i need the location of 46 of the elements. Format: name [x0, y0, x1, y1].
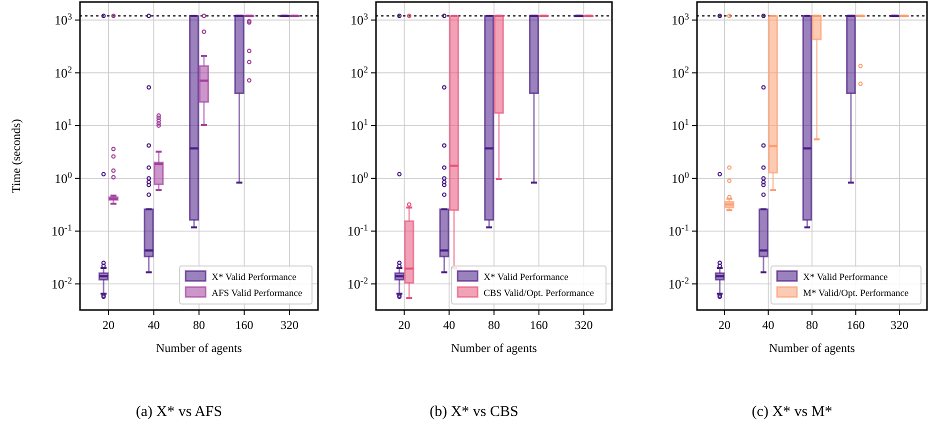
x-axis-title: Number of agents — [156, 341, 242, 355]
x-tick-label: 320 — [574, 318, 593, 332]
y-axis-title: Time (seconds) — [9, 119, 23, 193]
legend-label: M* Valid/Opt. Performance — [803, 289, 909, 299]
y-tick-label: 10$^{-2}$ — [668, 275, 690, 292]
y-tick-label: 10$^{-1}$ — [668, 222, 689, 239]
y-tick-label: 10$^{3}$ — [54, 12, 72, 28]
text: (b) X* vs CBS — [430, 404, 518, 420]
x-axis-title: Number of agents — [451, 341, 538, 355]
legend-label: X* Valid Performance — [484, 273, 568, 283]
x-axis-title: Number of agents — [769, 341, 856, 355]
y-tick-label: 10$^{1}$ — [54, 117, 72, 134]
x-tick-label: 160 — [235, 318, 254, 332]
text: (a) X* vs AFS — [136, 404, 222, 420]
x-tick-label: 320 — [280, 318, 298, 332]
x-tick-label: 20 — [102, 318, 115, 332]
y-tick-label: 10$^{-2}$ — [51, 275, 72, 292]
y-tick-label: 10$^{1}$ — [671, 117, 689, 134]
x-tick-label: 160 — [530, 318, 548, 332]
y-tick-label: 10$^{3}$ — [350, 12, 368, 28]
x-tick-label: 80 — [193, 318, 205, 332]
x-tick-label: 40 — [443, 318, 456, 332]
y-tick-label: 10$^{1}$ — [350, 117, 368, 134]
x-tick-label: 80 — [806, 318, 818, 332]
y-tick-label: 10$^{2}$ — [671, 64, 690, 80]
text: (c) X* vs M* — [752, 404, 832, 420]
legend-label: X* Valid Performance — [803, 273, 888, 283]
x-tick-label: 20 — [718, 318, 731, 332]
y-tick-label: 10$^{-1}$ — [51, 222, 72, 239]
legend-label: X* Valid Performance — [212, 273, 296, 283]
y-tick-label: 10$^{0}$ — [54, 170, 72, 186]
y-tick-label: 10$^{2}$ — [350, 64, 368, 80]
x-tick-label: 20 — [398, 318, 410, 332]
y-tick-label: 10$^{-1}$ — [347, 222, 368, 239]
x-tick-label: 80 — [488, 318, 500, 332]
y-tick-label: 10$^{3}$ — [671, 12, 690, 28]
x-tick-label: 320 — [890, 318, 908, 332]
x-tick-label: 160 — [846, 318, 865, 332]
y-tick-label: 10$^{0}$ — [350, 170, 368, 186]
legend-label: AFS Valid Performance — [212, 289, 302, 299]
y-tick-label: 10$^{-2}$ — [347, 275, 368, 292]
legend-label: CBS Valid/Opt. Performance — [484, 289, 594, 299]
x-tick-label: 40 — [762, 318, 774, 332]
x-tick-label: 40 — [148, 318, 160, 332]
y-tick-label: 10$^{0}$ — [671, 170, 690, 186]
y-tick-label: 10$^{2}$ — [54, 64, 72, 80]
